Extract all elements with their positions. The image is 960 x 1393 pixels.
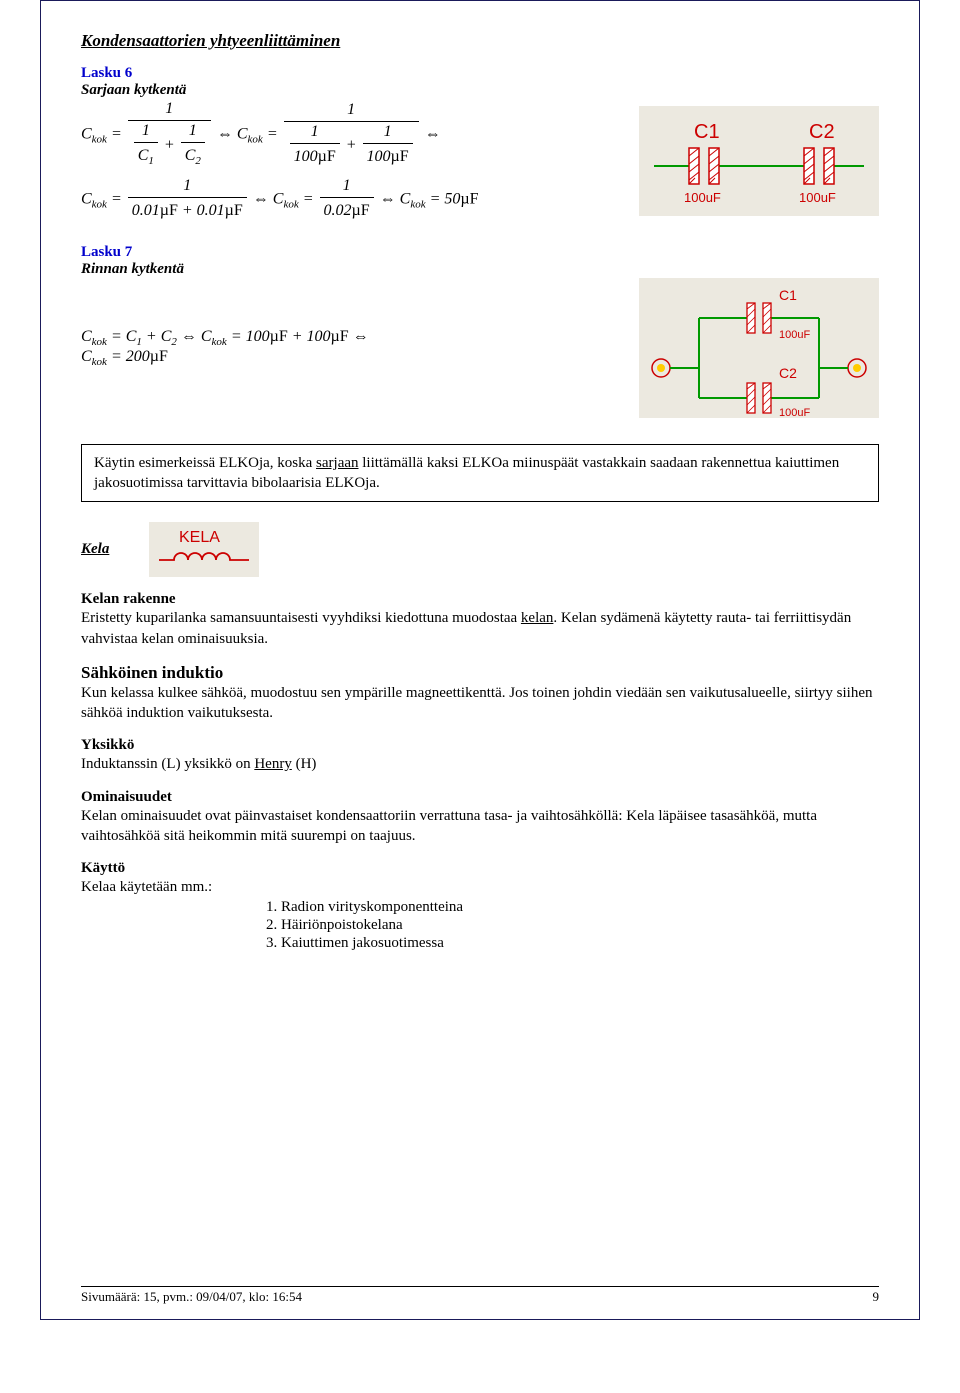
induktio-p: Kun kelassa kulkee sähköä, muodostuu sen… (81, 683, 879, 724)
footer: Sivumäärä: 15, pvm.: 09/04/07, klo: 16:5… (81, 1286, 879, 1305)
kelan-rakenne-h: Kelan rakenne (81, 591, 879, 608)
lasku6-subtitle: Sarjaan kytkentä (81, 82, 879, 99)
kelan-rakenne-p: Eristetty kuparilanka samansuuntaisesti … (81, 608, 879, 649)
list-item: Kaiuttimen jakosuotimessa (281, 935, 879, 952)
footer-left: Sivumäärä: 15, pvm.: 09/04/07, klo: 16:5… (81, 1289, 302, 1305)
c1-label: C1 (694, 121, 720, 143)
footer-page: 9 (873, 1289, 880, 1305)
page-title: Kondensaattorien yhtyeenliittäminen (81, 31, 879, 51)
yksikko-p: Induktanssin (L) yksikkö on Henry (H) (81, 754, 879, 774)
svg-text:100uF: 100uF (684, 190, 721, 205)
parallel-formula: Ckok = C1 + C2 ⇔ Ckok = 100µF + 100µF ⇔ … (81, 328, 609, 368)
kaytto-h: Käyttö (81, 860, 879, 877)
list-item: Häiriönpoistokelana (281, 917, 879, 934)
c2-label: C2 (809, 121, 835, 143)
parallel-diagram: C1 100uF C2 100uF (639, 278, 879, 418)
svg-text:C1: C1 (779, 287, 797, 303)
lasku6-label: Lasku 6 (81, 65, 879, 82)
kaytto-list: Radion virityskomponentteina Häiriönpois… (281, 899, 879, 952)
lasku7-label: Lasku 7 (81, 244, 879, 261)
ominaisuudet-h: Ominaisuudet (81, 789, 879, 806)
kela-symbol: KELA (149, 522, 259, 577)
svg-text:100uF: 100uF (779, 329, 810, 341)
svg-text:100uF: 100uF (799, 190, 836, 205)
svg-text:C2: C2 (779, 365, 797, 381)
info-box: Käytin esimerkeissä ELKOja, koska sarjaa… (81, 444, 879, 503)
induktio-h: Sähköinen induktio (81, 663, 879, 683)
kaytto-intro: Kelaa käytetään mm.: (81, 877, 879, 897)
kela-heading: Kela (81, 541, 109, 558)
svg-text:100uF: 100uF (779, 407, 810, 418)
series-diagram: C1 C2 100uF 100uF (639, 106, 879, 216)
svg-text:KELA: KELA (179, 529, 220, 546)
lasku7-subtitle: Rinnan kytkentä (81, 261, 879, 278)
list-item: Radion virityskomponentteina (281, 899, 879, 916)
ominaisuudet-p: Kelan ominaisuudet ovat päinvastaiset ko… (81, 806, 879, 847)
yksikko-h: Yksikkö (81, 737, 879, 754)
series-formula: Ckok = 1 1C1 + 1C2 ⇔ Ckok = 1 1100µF + 1… (81, 99, 609, 224)
